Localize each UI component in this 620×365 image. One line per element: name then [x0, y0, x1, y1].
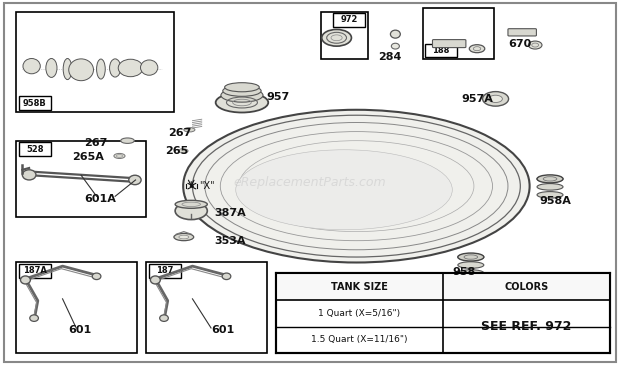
Bar — [425, 43, 457, 57]
Text: 670: 670 — [508, 39, 531, 49]
FancyBboxPatch shape — [433, 39, 466, 47]
Text: 284: 284 — [378, 52, 401, 62]
Ellipse shape — [121, 138, 135, 143]
Ellipse shape — [175, 202, 207, 220]
Ellipse shape — [537, 192, 563, 198]
Bar — [19, 142, 51, 156]
Text: 957A: 957A — [461, 94, 494, 104]
Text: 267: 267 — [168, 128, 191, 138]
Bar — [146, 262, 267, 353]
Ellipse shape — [63, 58, 72, 80]
Ellipse shape — [97, 59, 105, 79]
Ellipse shape — [118, 59, 143, 77]
Ellipse shape — [224, 83, 259, 92]
Ellipse shape — [175, 200, 207, 208]
Ellipse shape — [391, 30, 401, 38]
Ellipse shape — [179, 235, 188, 239]
Ellipse shape — [458, 253, 484, 261]
Text: TANK SIZE: TANK SIZE — [331, 282, 388, 292]
Bar — [276, 273, 610, 300]
Ellipse shape — [183, 110, 529, 262]
Ellipse shape — [22, 170, 36, 180]
Ellipse shape — [322, 30, 352, 46]
Bar — [321, 12, 368, 59]
Text: 601: 601 — [69, 325, 92, 335]
Text: 387A: 387A — [214, 208, 246, 218]
Text: 957: 957 — [267, 92, 290, 102]
Text: 958: 958 — [452, 266, 476, 277]
Ellipse shape — [30, 315, 38, 322]
Ellipse shape — [458, 254, 484, 260]
Bar — [16, 12, 174, 112]
Ellipse shape — [23, 58, 40, 74]
Bar — [16, 262, 137, 353]
Text: 958B: 958B — [23, 99, 46, 108]
Ellipse shape — [489, 95, 502, 103]
Ellipse shape — [458, 262, 484, 268]
Ellipse shape — [236, 150, 452, 230]
Ellipse shape — [391, 43, 399, 49]
Bar — [423, 8, 494, 59]
Ellipse shape — [178, 149, 188, 153]
Text: 353A: 353A — [214, 236, 246, 246]
Text: 265A: 265A — [72, 152, 104, 162]
Ellipse shape — [221, 88, 263, 102]
Text: SEE REF. 972: SEE REF. 972 — [481, 320, 572, 333]
Ellipse shape — [216, 92, 268, 112]
Bar — [333, 13, 365, 27]
Bar — [19, 96, 51, 110]
Ellipse shape — [537, 184, 563, 190]
Ellipse shape — [114, 153, 125, 158]
Ellipse shape — [46, 58, 57, 77]
Ellipse shape — [222, 273, 231, 280]
Ellipse shape — [92, 273, 101, 280]
Text: 265: 265 — [165, 146, 188, 156]
Ellipse shape — [184, 128, 195, 132]
Ellipse shape — [151, 276, 161, 284]
Ellipse shape — [160, 315, 169, 322]
Ellipse shape — [129, 175, 141, 185]
Text: 1.5 Quart (X=11/16"): 1.5 Quart (X=11/16") — [311, 335, 408, 345]
Ellipse shape — [223, 85, 261, 96]
Text: 958A: 958A — [539, 196, 571, 206]
Ellipse shape — [537, 176, 563, 182]
Text: 1 Quart (X=5/16"): 1 Quart (X=5/16") — [319, 309, 401, 318]
Text: 601A: 601A — [84, 194, 116, 204]
Text: 972: 972 — [340, 15, 358, 24]
Text: 601: 601 — [211, 325, 234, 335]
Text: 267: 267 — [84, 138, 108, 147]
Text: "X": "X" — [198, 181, 215, 191]
Bar — [276, 273, 610, 353]
Bar — [149, 264, 180, 278]
Bar — [19, 264, 51, 278]
Ellipse shape — [174, 233, 193, 241]
Ellipse shape — [69, 59, 94, 81]
FancyBboxPatch shape — [508, 29, 536, 36]
Ellipse shape — [482, 92, 508, 106]
Text: 187: 187 — [156, 266, 174, 275]
Bar — [16, 141, 146, 217]
Text: 187A: 187A — [23, 266, 46, 275]
Text: 528: 528 — [26, 145, 43, 154]
Ellipse shape — [469, 45, 485, 53]
Text: eReplacementParts.com: eReplacementParts.com — [234, 176, 386, 189]
Ellipse shape — [110, 59, 121, 77]
Ellipse shape — [141, 60, 158, 75]
Ellipse shape — [458, 270, 484, 276]
Ellipse shape — [20, 276, 30, 284]
Text: COLORS: COLORS — [505, 282, 549, 292]
Ellipse shape — [528, 41, 542, 49]
Ellipse shape — [537, 175, 563, 183]
Text: 188: 188 — [433, 46, 450, 55]
